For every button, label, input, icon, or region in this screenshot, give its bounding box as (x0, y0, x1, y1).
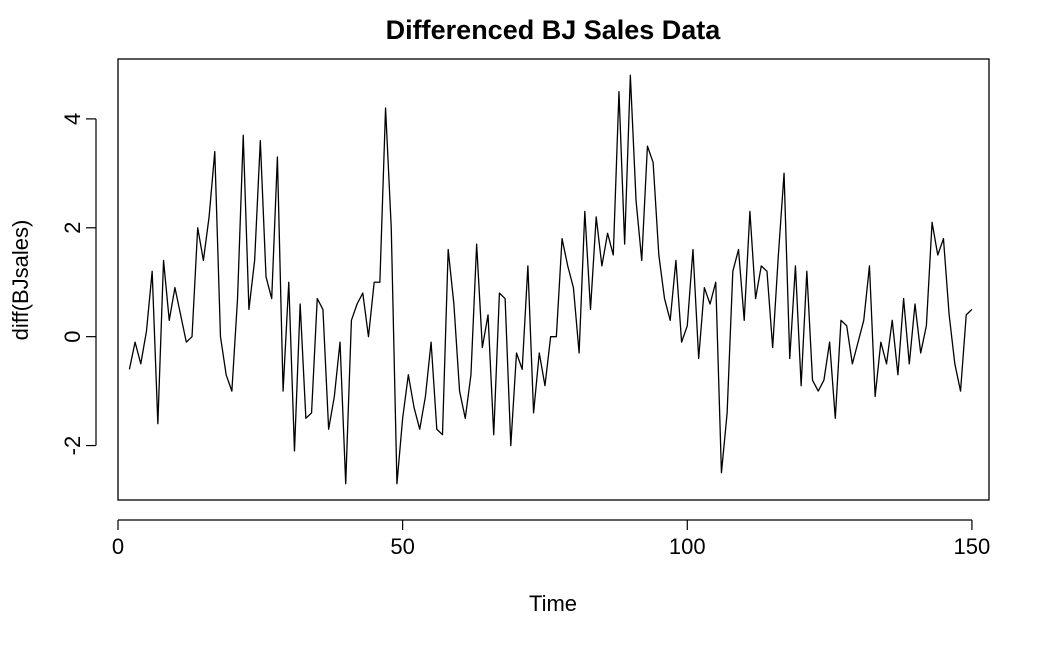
x-tick-label: 0 (112, 534, 124, 559)
data-points (128, 74, 974, 485)
y-axis-title: diff(BJsales) (8, 220, 33, 341)
x-axis: 0 50 100 150 (112, 519, 991, 559)
x-tick-label: 150 (954, 534, 991, 559)
y-tick-label: 0 (60, 331, 85, 343)
x-tick-label: 100 (669, 534, 706, 559)
series-line (128, 74, 973, 485)
x-axis-title: Time (529, 591, 577, 616)
chart-title: Differenced BJ Sales Data (386, 15, 722, 45)
plot-area-frame (117, 58, 990, 501)
x-tick-label: 50 (390, 534, 414, 559)
y-tick-label: -2 (60, 436, 85, 456)
y-axis: -2 0 2 4 (60, 113, 97, 456)
y-tick-label: 4 (60, 113, 85, 125)
y-tick-label: 2 (60, 222, 85, 234)
